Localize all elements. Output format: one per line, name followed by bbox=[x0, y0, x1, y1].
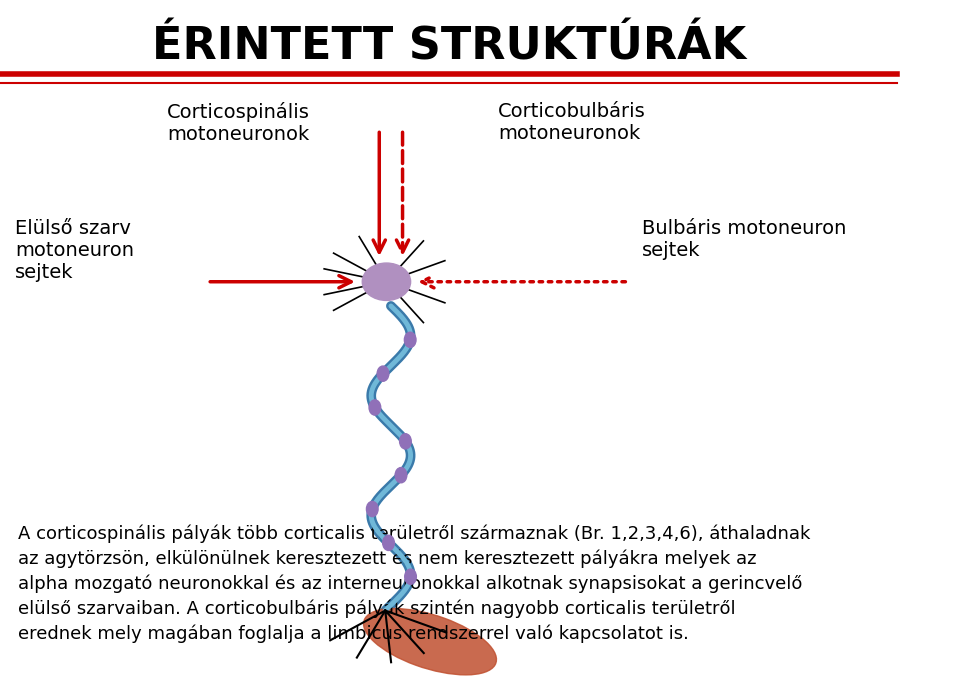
Text: ÉRINTETT STRUKTÚRÁK: ÉRINTETT STRUKTÚRÁK bbox=[152, 26, 746, 69]
Text: Bulbáris motoneuron
sejtek: Bulbáris motoneuron sejtek bbox=[641, 220, 846, 261]
Ellipse shape bbox=[383, 535, 395, 550]
Text: Corticospinális
motoneuronok: Corticospinális motoneuronok bbox=[167, 101, 310, 144]
Ellipse shape bbox=[364, 609, 496, 675]
Ellipse shape bbox=[404, 332, 416, 348]
Circle shape bbox=[362, 263, 411, 300]
Ellipse shape bbox=[367, 501, 378, 516]
Ellipse shape bbox=[377, 366, 389, 382]
Ellipse shape bbox=[405, 569, 417, 584]
Text: A corticospinális pályák több corticalis területről származnak (Br. 1,2,3,4,6), : A corticospinális pályák több corticalis… bbox=[17, 524, 810, 643]
Text: Corticobulbáris
motoneuronok: Corticobulbáris motoneuronok bbox=[498, 101, 646, 142]
Ellipse shape bbox=[399, 434, 411, 449]
Ellipse shape bbox=[369, 400, 381, 415]
Ellipse shape bbox=[396, 468, 407, 483]
Text: Elülső szarv
motoneuron
sejtek: Elülső szarv motoneuron sejtek bbox=[14, 220, 133, 282]
